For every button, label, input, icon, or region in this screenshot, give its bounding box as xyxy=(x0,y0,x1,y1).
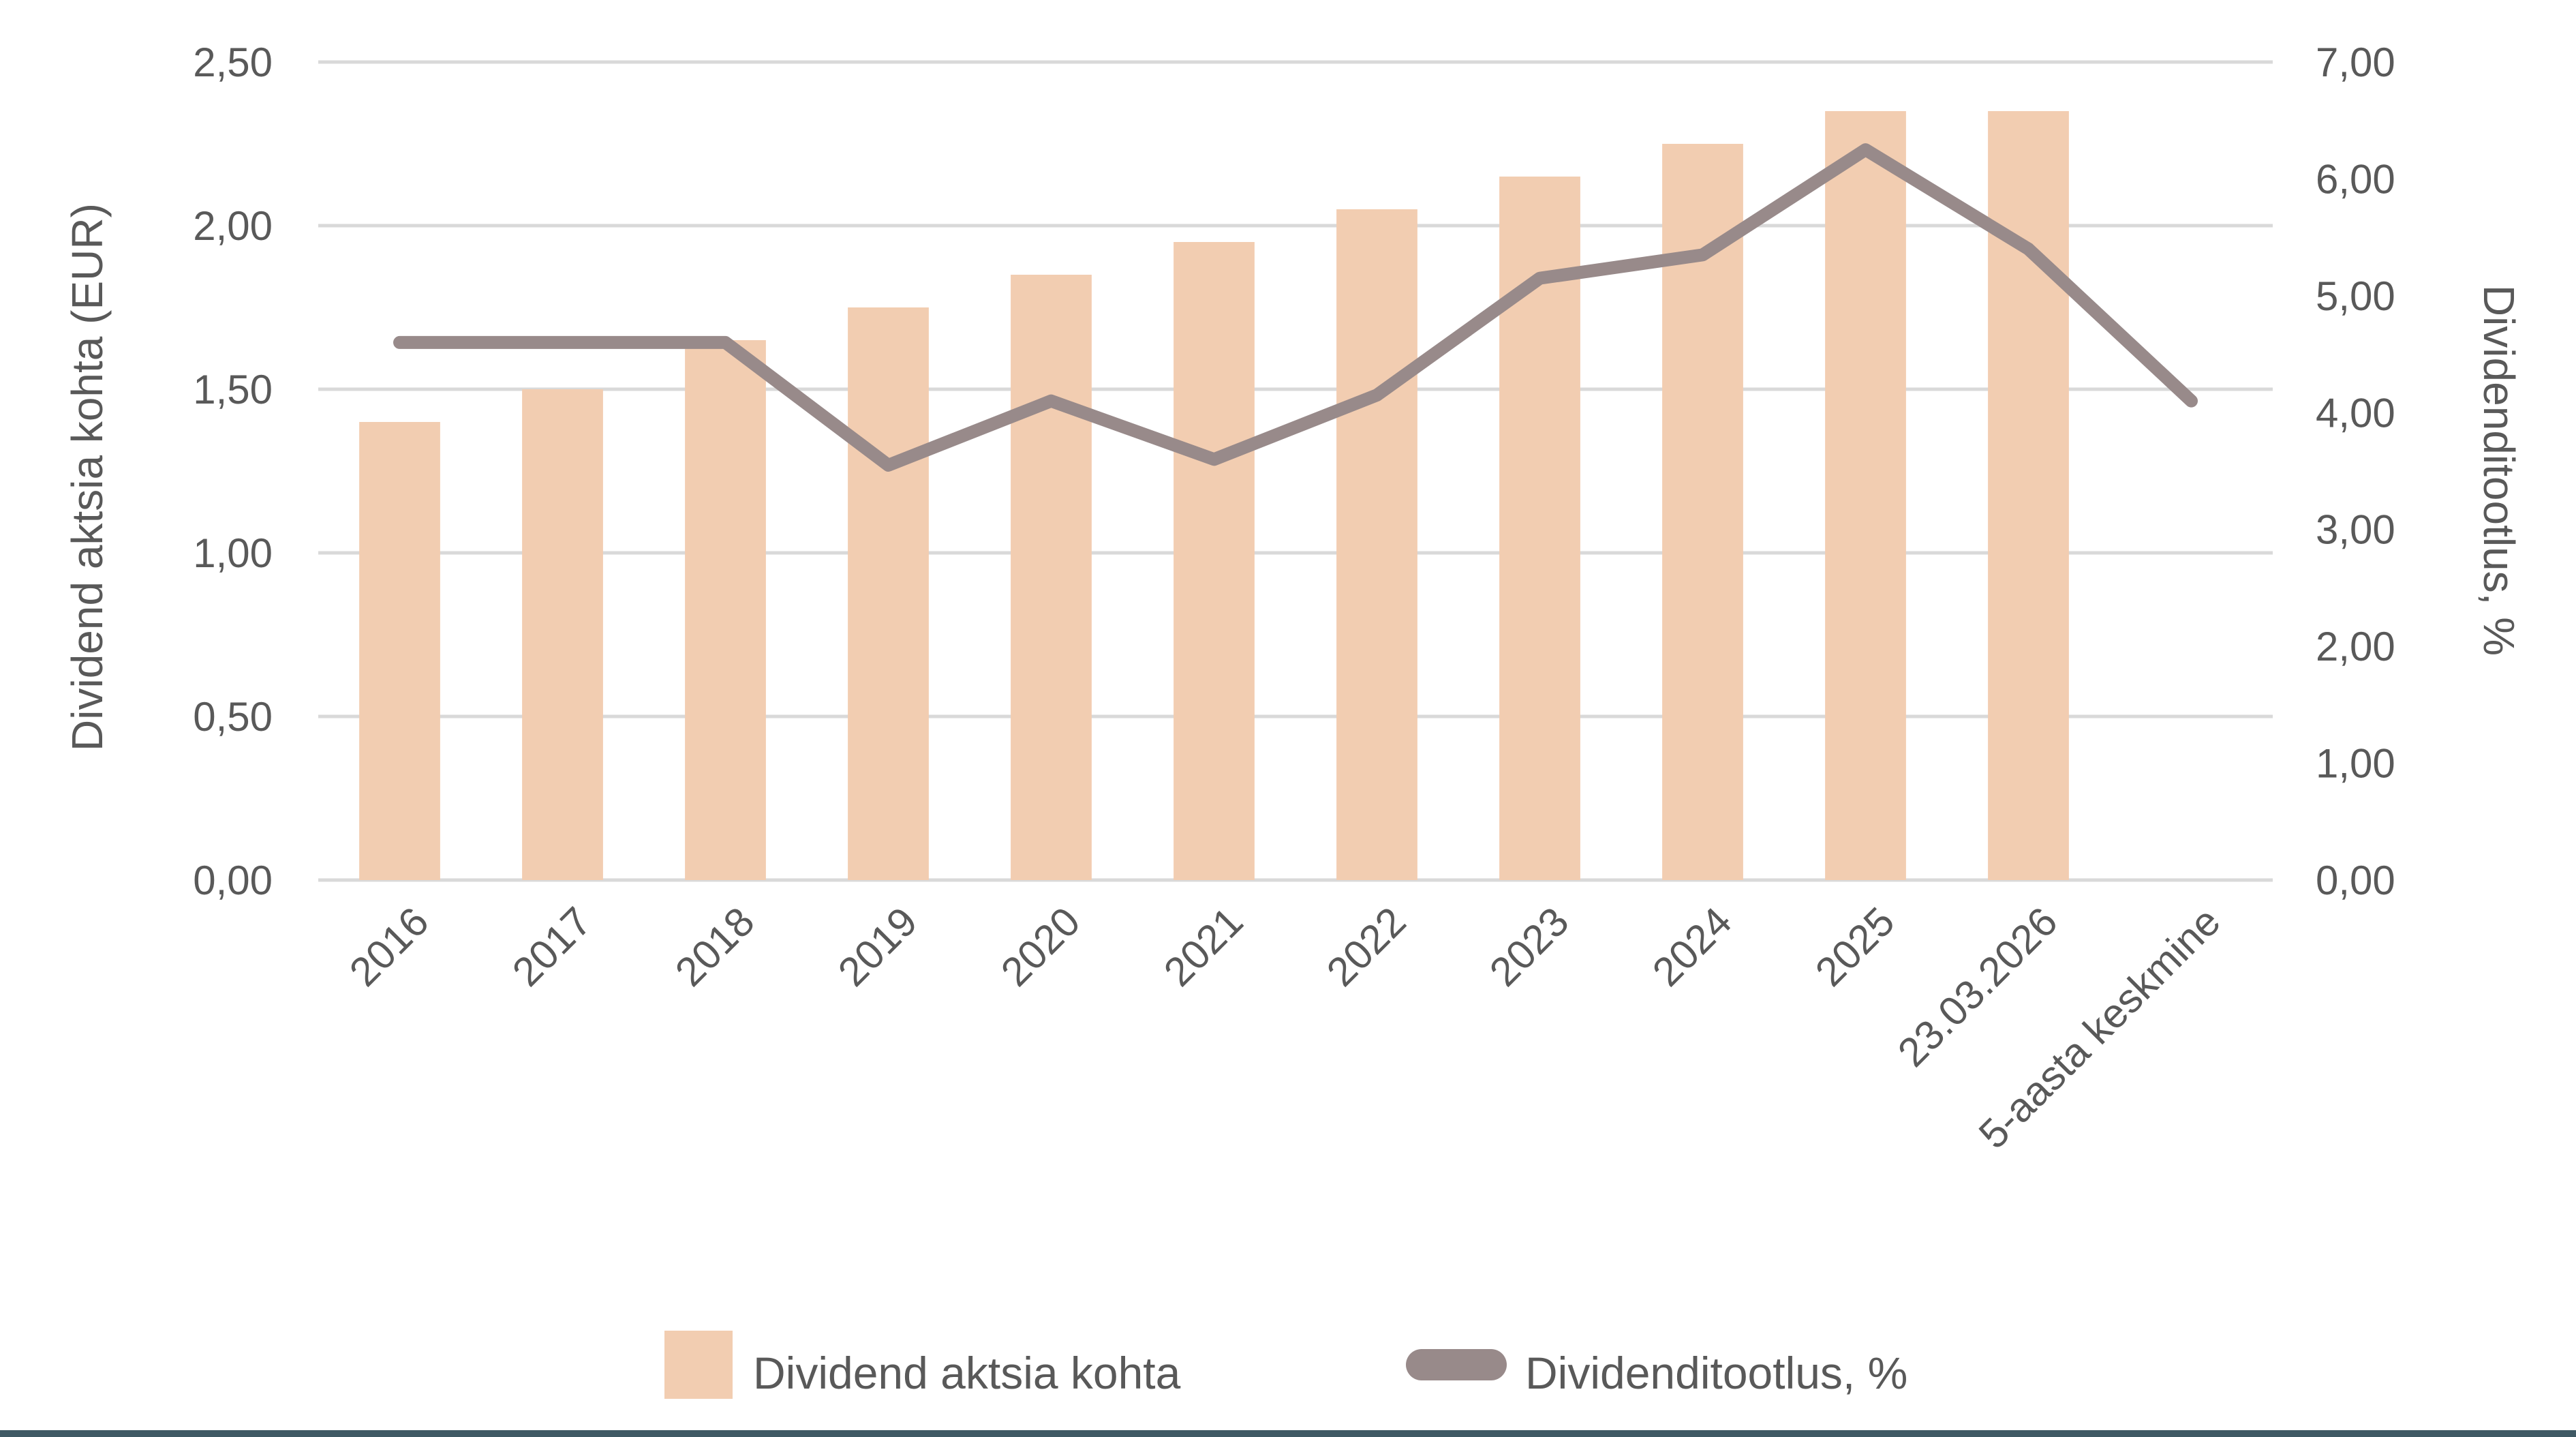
bar-2021 xyxy=(1174,242,1255,880)
x-label-2018: 2018 xyxy=(666,898,763,995)
left-axis-tick: 1,00 xyxy=(193,530,273,576)
right-axis-tick: 4,00 xyxy=(2316,390,2395,436)
left-axis-tick-labels: 0,00 0,50 1,00 1,50 2,00 2,50 xyxy=(193,40,273,903)
x-label-2021: 2021 xyxy=(1155,898,1252,995)
legend-bar-swatch xyxy=(664,1331,733,1399)
legend-bar-label: Dividend aktsia kohta xyxy=(753,1348,1181,1398)
legend-line-swatch xyxy=(1406,1349,1507,1380)
right-axis-tick: 1,00 xyxy=(2316,741,2395,787)
bar-series-dividend-per-share xyxy=(359,111,2069,880)
legend-line-label: Dividenditootlus, % xyxy=(1525,1348,1907,1398)
x-label-2020: 2020 xyxy=(992,898,1089,995)
bar-2024 xyxy=(1662,144,1743,880)
bottom-border-line xyxy=(0,1430,2576,1437)
right-axis-tick: 3,00 xyxy=(2316,507,2395,553)
bar-2017 xyxy=(522,389,603,880)
x-label-2022: 2022 xyxy=(1318,898,1415,995)
x-label-2017: 2017 xyxy=(504,898,600,995)
x-axis-category-labels: 2016 2017 2018 2019 2020 2021 2022 2023 2024 2025… xyxy=(341,898,2229,1158)
x-label-23.03.2026: 23.03.2026 xyxy=(1889,898,2066,1076)
right-axis-tick: 6,00 xyxy=(2316,156,2395,202)
right-axis-tick-labels: 0,00 1,00 2,00 3,00 4,00 5,00 6,00 7,00 xyxy=(2316,40,2395,903)
bar-2016 xyxy=(359,422,440,880)
bar-2025 xyxy=(1825,111,1906,880)
gridlines xyxy=(318,60,2273,882)
left-axis-tick: 2,00 xyxy=(193,203,273,249)
bar-2022 xyxy=(1336,209,1417,880)
x-label-2016: 2016 xyxy=(341,898,438,995)
x-label-2023: 2023 xyxy=(1481,898,1578,995)
left-axis-title: Dividend aktsia kohta (EUR) xyxy=(63,203,112,751)
left-axis-tick: 0,00 xyxy=(193,858,273,903)
right-axis-tick: 2,00 xyxy=(2316,624,2395,669)
x-label-2019: 2019 xyxy=(829,898,926,995)
bar-2018 xyxy=(685,340,766,880)
line-series-dividend-yield xyxy=(393,143,2198,472)
right-axis-tick: 0,00 xyxy=(2316,858,2395,903)
legend: Dividend aktsia kohta Dividenditootlus, … xyxy=(664,1331,1907,1399)
dividend-yield-line xyxy=(393,143,2198,472)
right-axis-tick: 5,00 xyxy=(2316,273,2395,319)
bar-2020 xyxy=(1011,275,1092,880)
bar-2019 xyxy=(848,307,929,880)
left-axis-tick: 1,50 xyxy=(193,367,273,412)
x-label-2024: 2024 xyxy=(1644,898,1741,995)
right-axis-tick: 7,00 xyxy=(2316,40,2395,85)
x-label-2025: 2025 xyxy=(1807,898,1903,995)
left-axis-tick: 0,50 xyxy=(193,694,273,740)
left-axis-tick: 2,50 xyxy=(193,40,273,85)
right-axis-title: Dividenditootlus, % xyxy=(2474,285,2524,656)
